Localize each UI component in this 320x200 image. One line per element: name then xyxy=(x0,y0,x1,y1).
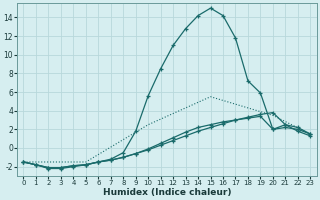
X-axis label: Humidex (Indice chaleur): Humidex (Indice chaleur) xyxy=(103,188,231,197)
